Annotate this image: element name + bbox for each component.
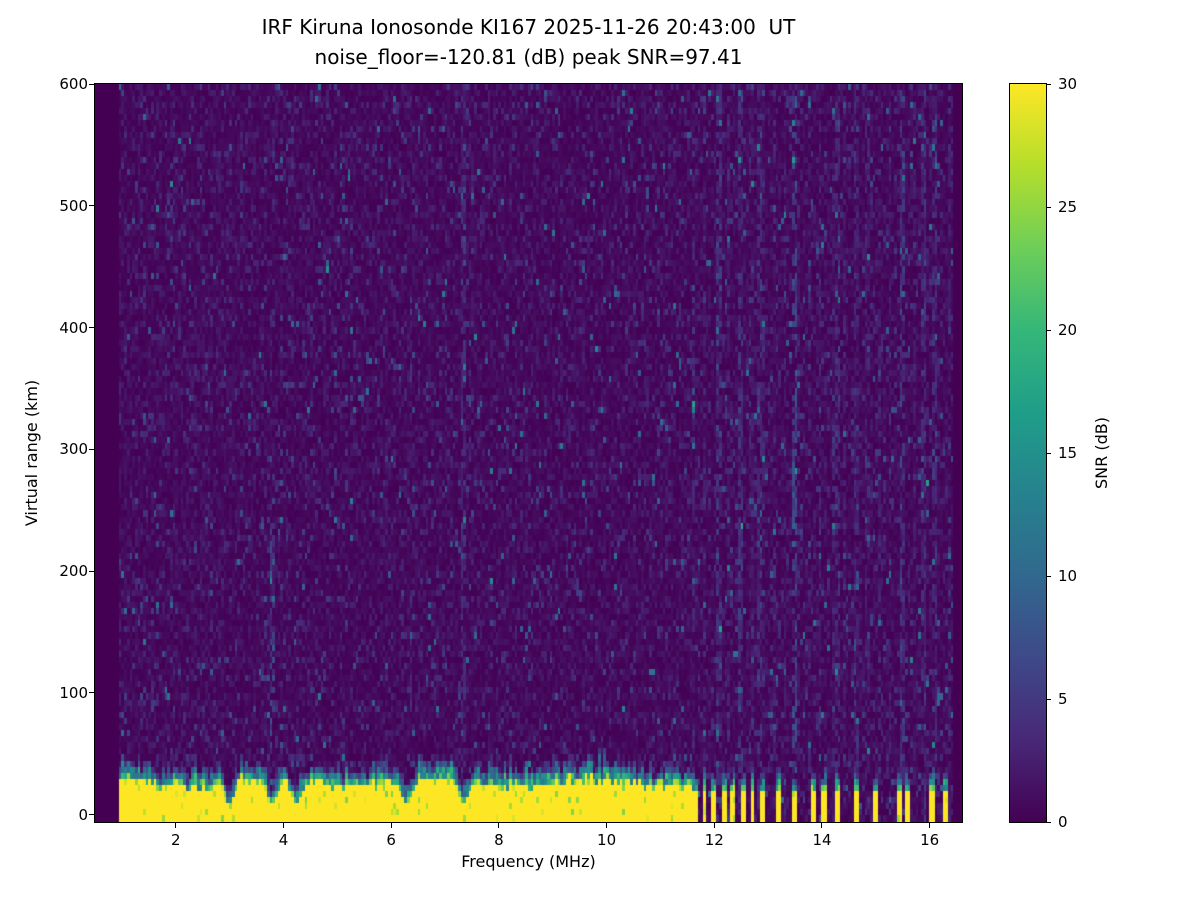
colorbar-tick-label: 25: [1058, 198, 1078, 216]
x-tick-mark: [713, 823, 715, 828]
y-tick-label: 300: [59, 440, 88, 459]
x-tick-mark: [390, 823, 392, 828]
colorbar-tick-label: 20: [1058, 321, 1078, 339]
x-tick-label: 8: [494, 831, 504, 849]
y-tick-mark: [89, 570, 94, 572]
y-axis-label: Virtual range (km): [22, 379, 41, 527]
x-tick-mark: [498, 823, 500, 828]
colorbar-tick-mark: [1046, 329, 1051, 331]
y-tick-label: 200: [59, 562, 88, 581]
x-tick-label: 2: [170, 831, 181, 849]
y-tick-label: 500: [59, 196, 88, 215]
x-tick-label: 4: [278, 831, 289, 849]
colorbar: [1009, 83, 1047, 823]
colorbar-tick-label: 10: [1058, 567, 1078, 585]
colorbar-tick-mark: [1046, 206, 1051, 208]
chart-title: IRF Kiruna Ionosonde KI167 2025-11-26 20…: [261, 15, 796, 39]
x-tick-mark: [929, 823, 931, 828]
y-tick-mark: [89, 205, 94, 207]
x-tick-mark: [282, 823, 284, 828]
colorbar-tick-mark: [1046, 575, 1051, 577]
y-tick-label: 100: [59, 683, 88, 702]
x-tick-mark: [175, 823, 177, 828]
colorbar-gradient: [1010, 84, 1046, 822]
x-tick-label: 16: [920, 831, 940, 849]
colorbar-tick-label: 30: [1058, 75, 1078, 93]
colorbar-tick-mark: [1046, 83, 1051, 85]
y-tick-mark: [89, 814, 94, 816]
x-tick-mark: [821, 823, 823, 828]
chart-subtitle: noise_floor=-120.81 (dB) peak SNR=97.41: [314, 45, 743, 69]
x-axis-label: Frequency (MHz): [461, 852, 596, 871]
y-tick-label: 400: [59, 318, 88, 337]
y-tick-label: 0: [78, 805, 88, 824]
y-tick-label: 600: [59, 75, 88, 93]
ionogram-plot-area: [94, 83, 963, 823]
colorbar-label: SNR (dB): [1092, 417, 1111, 489]
colorbar-tick-mark: [1046, 821, 1051, 823]
y-tick-mark: [89, 692, 94, 694]
x-tick-mark: [606, 823, 608, 828]
x-tick-label: 12: [704, 831, 724, 849]
x-tick-label: 6: [386, 831, 396, 849]
colorbar-tick-label: 5: [1058, 690, 1068, 708]
x-tick-label: 14: [812, 831, 832, 849]
y-tick-mark: [89, 83, 94, 85]
colorbar-tick-mark: [1046, 698, 1051, 700]
colorbar-tick-label: 15: [1058, 444, 1078, 462]
y-tick-mark: [89, 327, 94, 329]
colorbar-tick-mark: [1046, 452, 1051, 454]
ionogram-heatmap-canvas: [95, 84, 962, 822]
y-tick-mark: [89, 448, 94, 450]
colorbar-tick-label: 0: [1058, 813, 1068, 831]
x-tick-label: 10: [597, 831, 617, 849]
